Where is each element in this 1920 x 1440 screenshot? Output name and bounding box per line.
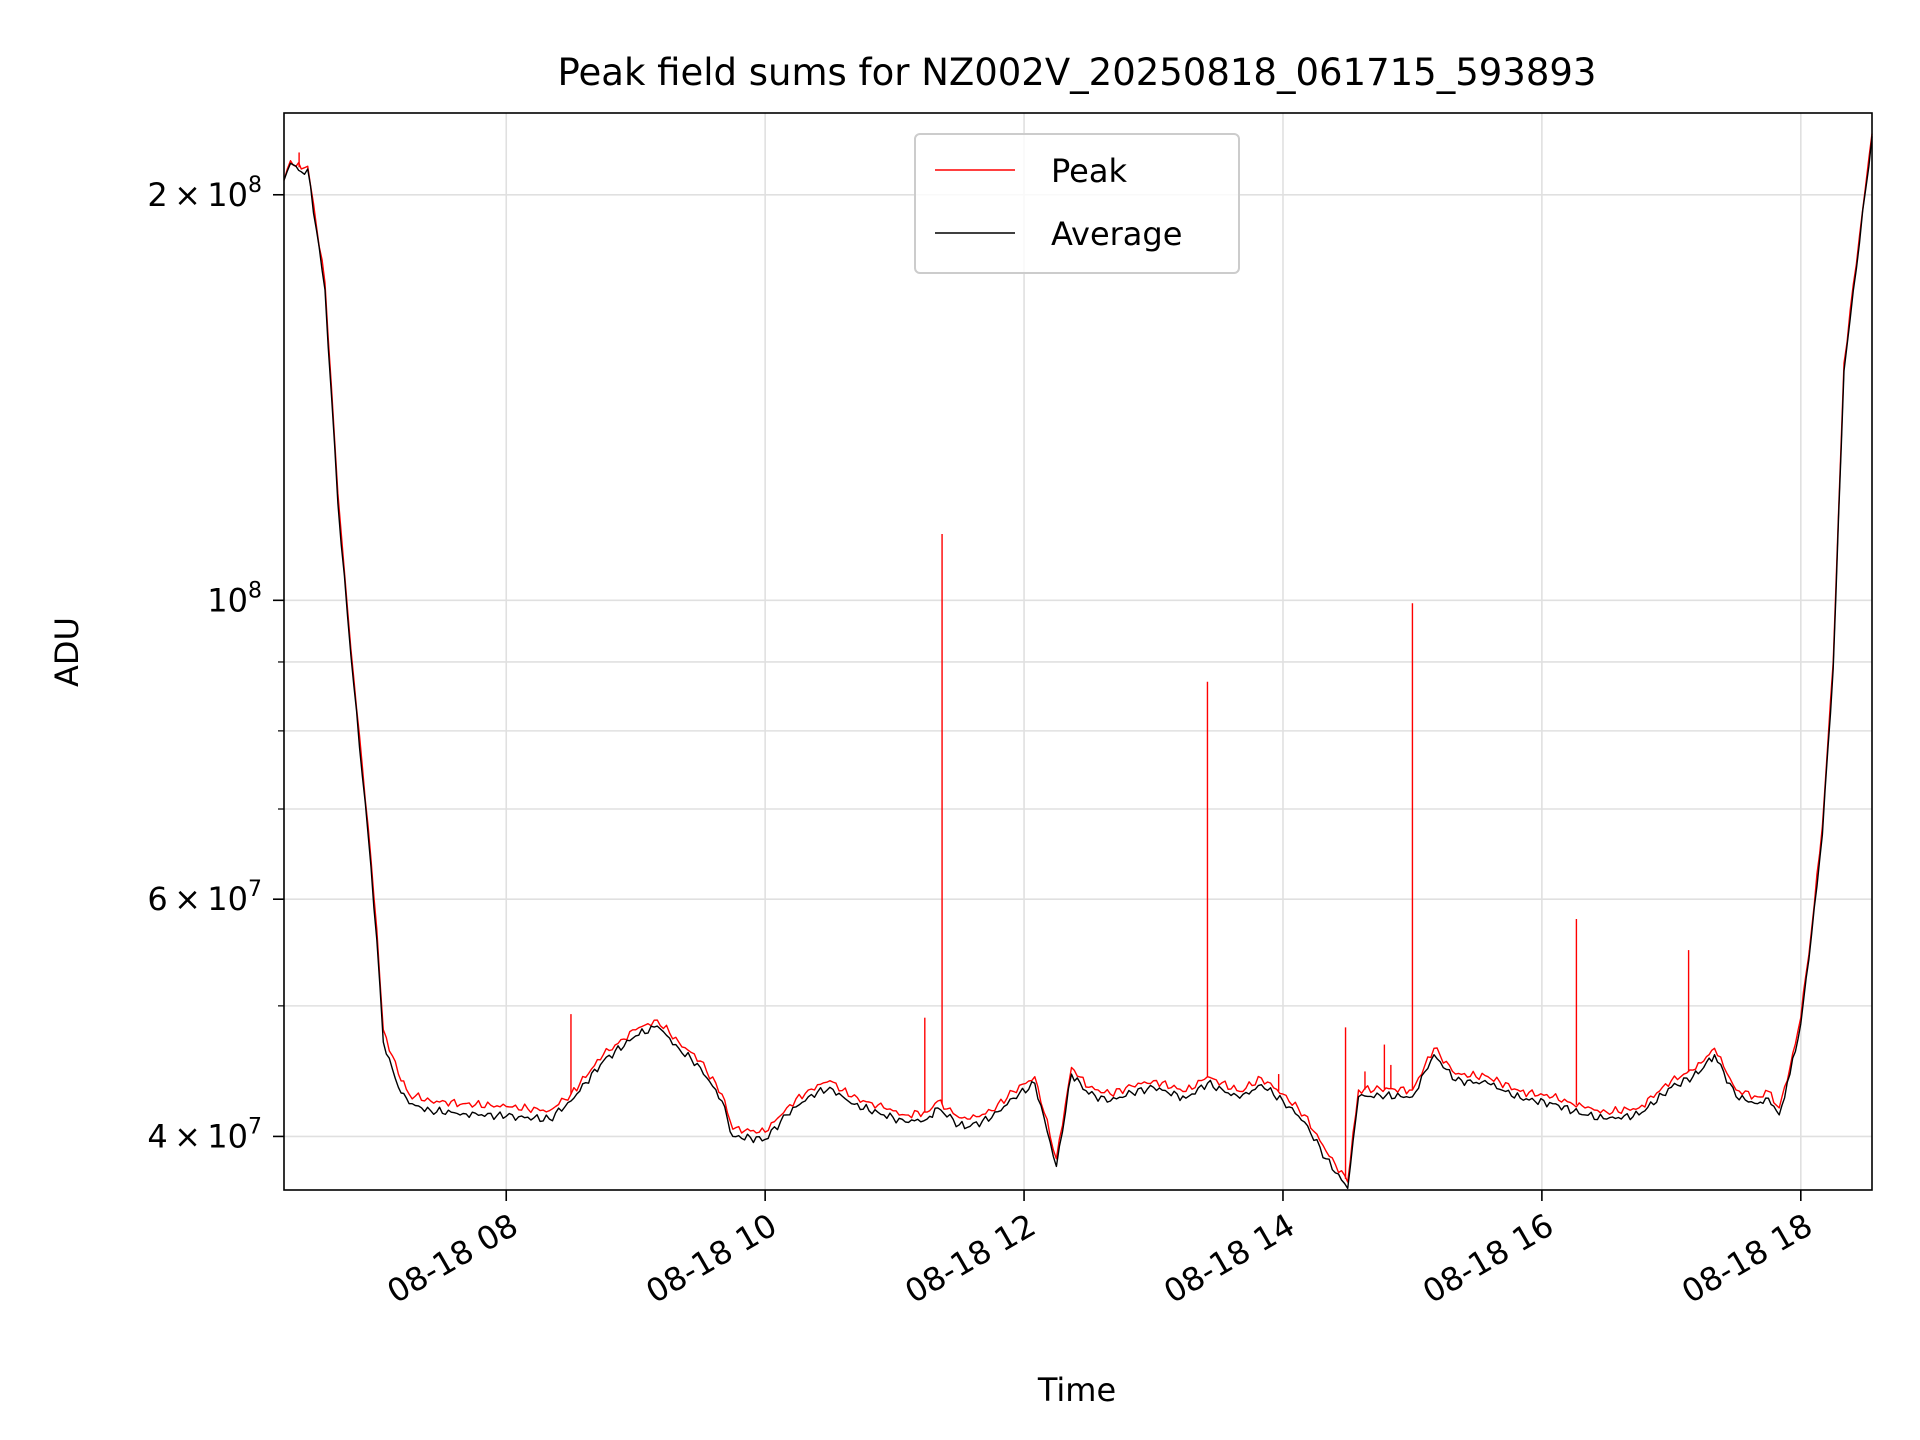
series-line-peak bbox=[283, 133, 1873, 1183]
series-peak bbox=[283, 133, 1873, 1183]
series-layer bbox=[283, 133, 1873, 1190]
legend-box bbox=[914, 133, 1240, 274]
plot-frame bbox=[283, 112, 1873, 1191]
chart-title: Peak field sums for NZ002V_20250818_0617… bbox=[558, 51, 1597, 94]
y-tick-label: 6 × 107 bbox=[147, 877, 262, 918]
y-tick-label: 4 × 107 bbox=[147, 1114, 262, 1155]
legend: Peak Average bbox=[914, 133, 1240, 274]
legend-label-peak: Peak bbox=[1051, 152, 1127, 190]
y-tick-label: 2 × 108 bbox=[147, 173, 262, 214]
x-axis-label: Time bbox=[1037, 1371, 1116, 1409]
legend-label-average: Average bbox=[1051, 215, 1182, 253]
series-average bbox=[283, 136, 1873, 1190]
series-line-average bbox=[283, 136, 1873, 1190]
y-axis-label: ADU bbox=[48, 617, 86, 687]
y-tick-label: 108 bbox=[207, 578, 262, 619]
